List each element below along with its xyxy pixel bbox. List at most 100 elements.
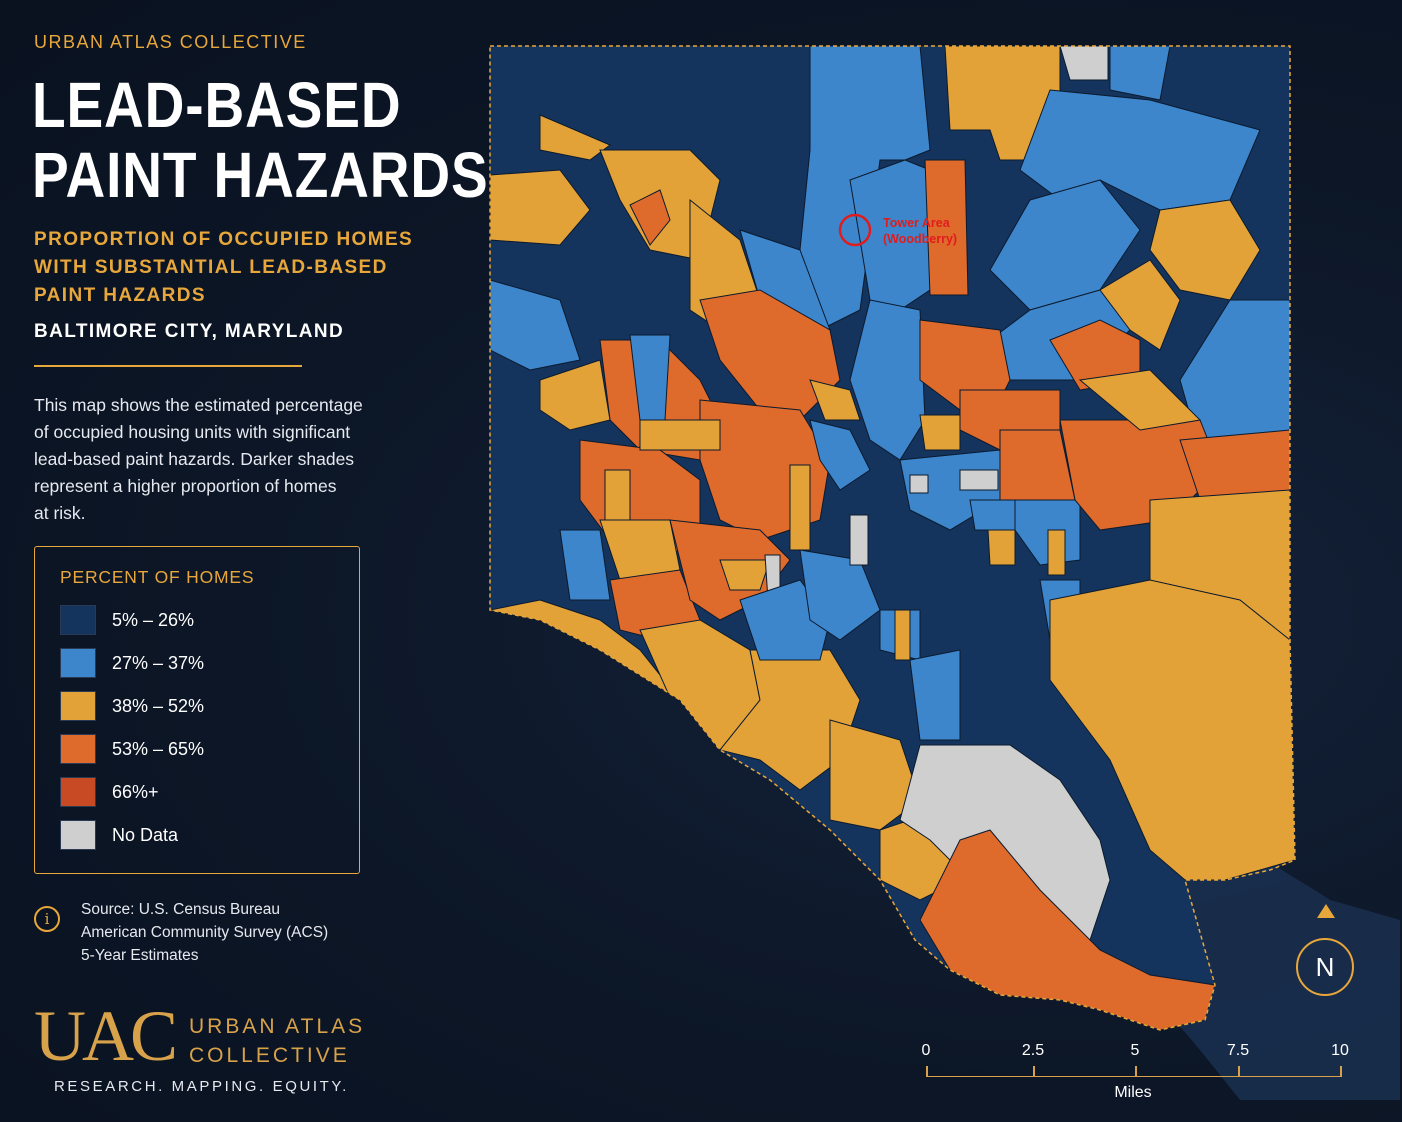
tract: [1047, 529, 1066, 576]
scale-bar: 0 2.5 5 7.5 10 Miles: [900, 1036, 1370, 1116]
scale-line: [926, 1076, 1340, 1077]
subtitle-line-3: PAINT HAZARDS: [34, 285, 206, 306]
divider: [34, 365, 302, 367]
scale-tick: [1135, 1066, 1137, 1077]
annotation-label: Tower Area (Woodberry): [883, 215, 957, 247]
source-line-2: American Community Survey (ACS): [81, 924, 329, 941]
tract: [1049, 579, 1295, 881]
legend-label: 27% – 37%: [112, 653, 205, 673]
legend-item: 38% – 52%: [60, 691, 340, 723]
tract: [1179, 429, 1291, 501]
tract: [719, 649, 861, 791]
legend-item: 27% – 37%: [60, 648, 340, 680]
info-icon: i: [34, 906, 60, 932]
source-text: Source: U.S. Census Bureau American Comm…: [81, 898, 401, 967]
legend-swatch: [60, 648, 96, 678]
description-line-3: lead-based paint hazards. Darker shades: [34, 449, 355, 469]
tracts: [490, 46, 1295, 1030]
logo-name: URBAN ATLAS COLLECTIVE: [189, 1012, 365, 1070]
compass: N: [1296, 904, 1358, 1000]
tract: [919, 414, 961, 451]
tract: [1059, 46, 1109, 81]
scale-tick: [1340, 1066, 1342, 1077]
tract: [919, 829, 1216, 1030]
tract: [987, 529, 1016, 566]
legend-swatch: [60, 691, 96, 721]
scale-tick-label: 5: [1130, 1042, 1140, 1059]
legend-swatch: [60, 777, 96, 807]
tract: [809, 419, 871, 491]
tract: [969, 499, 1021, 531]
tract: [490, 169, 591, 246]
legend-label: No Data: [112, 825, 179, 845]
tract: [789, 464, 811, 551]
map-description: This map shows the estimated percentage …: [34, 392, 414, 527]
tract: [1078, 369, 1202, 431]
legend-item: 53% – 65%: [60, 734, 340, 766]
tract: [1049, 319, 1141, 391]
scale-tick-label: 10: [1331, 1042, 1349, 1059]
tract: [539, 114, 611, 161]
brand-heading: URBAN ATLAS COLLECTIVE: [34, 32, 307, 52]
scale-tick: [1033, 1066, 1035, 1077]
legend-swatch: [60, 605, 96, 635]
tract: [719, 559, 771, 591]
legend-item: No Data: [60, 820, 340, 852]
legend: PERCENT OF HOMES 5% – 26% 27% – 37% 38% …: [34, 546, 360, 874]
source-line-1: Source: U.S. Census Bureau: [81, 901, 281, 918]
legend-label: 53% – 65%: [112, 739, 205, 759]
tract: [909, 474, 929, 494]
title-line-1: LEAD-BASED: [32, 69, 402, 141]
logo-name-line-1: URBAN ATLAS: [189, 1015, 366, 1038]
map-title: LEAD-BASED PAINT HAZARDS: [32, 70, 489, 210]
subtitle-line-1: PROPORTION OF OCCUPIED HOMES: [34, 229, 414, 250]
legend-swatch: [60, 734, 96, 764]
place-name: BALTIMORE CITY, MARYLAND: [34, 321, 345, 342]
tract: [639, 419, 721, 451]
scale-tick-label: 7.5: [1226, 1042, 1250, 1059]
logo-mark: UAC: [34, 996, 178, 1076]
north-arrow-icon: [1317, 904, 1335, 918]
scale-unit: Miles: [1114, 1084, 1152, 1101]
annotation-line-1: Tower Area: [883, 216, 950, 230]
annotation-circle: [838, 213, 872, 247]
legend-label: 38% – 52%: [112, 696, 205, 716]
tract: [539, 359, 611, 431]
tract: [809, 379, 861, 421]
tract: [629, 189, 671, 246]
tract: [894, 609, 911, 661]
tract: [959, 469, 999, 491]
scale-tick-label: 2.5: [1021, 1042, 1045, 1059]
tract: [849, 514, 869, 566]
scale-tick-label: 0: [921, 1042, 931, 1059]
tract: [604, 469, 631, 521]
city-boundary: [489, 45, 1296, 1031]
title-line-2: PAINT HAZARDS: [32, 139, 489, 211]
map-subtitle: PROPORTION OF OCCUPIED HOMES WITH SUBSTA…: [34, 226, 454, 310]
subtitle-line-2: WITH SUBSTANTIAL LEAD-BASED: [34, 257, 388, 278]
annotation-line-2: (Woodberry): [883, 232, 958, 246]
tract: [1099, 259, 1181, 351]
tract: [909, 649, 961, 741]
legend-item: 66%+: [60, 777, 340, 809]
legend-label: 66%+: [112, 782, 159, 802]
tract: [1109, 46, 1171, 101]
description-line-1: This map shows the estimated percentage: [34, 395, 363, 415]
description-line-4: represent a higher proportion of homes: [34, 476, 337, 496]
legend-label: 5% – 26%: [112, 610, 195, 630]
source-line-3: 5-Year Estimates: [81, 947, 199, 964]
scale-tick: [1238, 1066, 1240, 1077]
compass-label: N: [1296, 938, 1354, 996]
legend-item: 5% – 26%: [60, 605, 340, 637]
tagline: RESEARCH. MAPPING. EQUITY.: [54, 1078, 349, 1095]
scale-tick: [926, 1066, 928, 1077]
tract: [559, 529, 611, 601]
tract: [924, 159, 969, 296]
legend-swatch: [60, 820, 96, 850]
description-line-5: at risk.: [34, 503, 86, 523]
tract: [490, 279, 581, 371]
logo-name-line-2: COLLECTIVE: [189, 1044, 350, 1067]
tract: [829, 719, 921, 831]
description-line-2: of occupied housing units with significa…: [34, 422, 351, 442]
